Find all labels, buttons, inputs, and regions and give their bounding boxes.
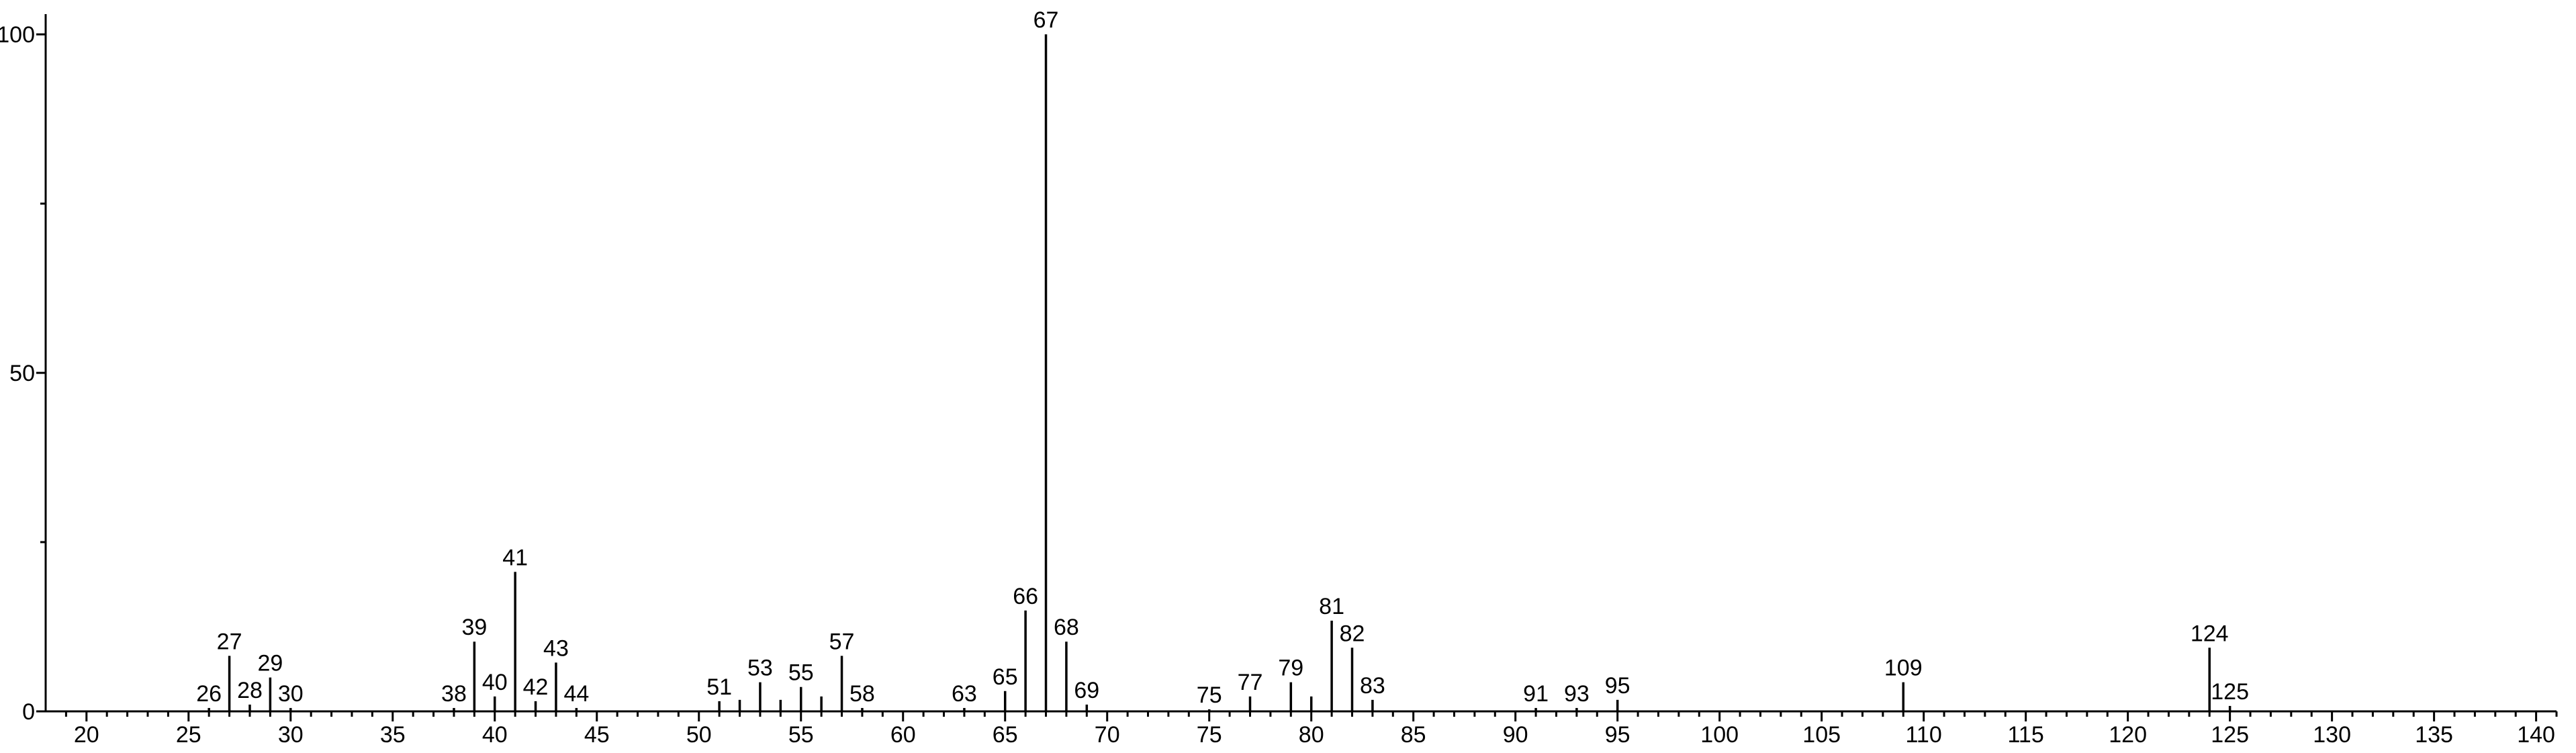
peak-label: 68	[1054, 615, 1079, 640]
x-tick-label: 70	[1095, 722, 1120, 748]
peak-label: 55	[788, 660, 814, 686]
peak-label: 93	[1564, 681, 1590, 707]
peak-label: 124	[2191, 621, 2229, 646]
x-tick-label: 105	[1802, 722, 1841, 748]
y-tick-label: 100	[0, 22, 35, 48]
x-tick-label: 25	[176, 722, 201, 748]
peak-label: 39	[461, 615, 487, 640]
x-tick-label: 135	[2415, 722, 2453, 748]
x-tick-label: 140	[2517, 722, 2555, 748]
peak-label: 58	[849, 681, 875, 707]
peak-label: 125	[2211, 679, 2249, 705]
x-tick-label: 55	[788, 722, 814, 748]
x-tick-label: 75	[1197, 722, 1222, 748]
peak-label: 40	[482, 670, 508, 695]
x-tick-label: 110	[1906, 722, 1942, 748]
x-tick-label: 65	[993, 722, 1018, 748]
x-tick-label: 100	[1700, 722, 1739, 748]
peak-label: 82	[1340, 621, 1365, 646]
x-tick-label: 95	[1605, 722, 1630, 748]
x-tick-label: 90	[1503, 722, 1528, 748]
x-tick-label: 20	[74, 722, 99, 748]
peak-label: 26	[196, 681, 222, 707]
x-tick-label: 60	[890, 722, 916, 748]
peak-label: 41	[502, 545, 528, 570]
peak-label: 66	[1013, 584, 1038, 609]
peak-label: 44	[563, 681, 589, 707]
peak-label: 91	[1523, 681, 1549, 707]
peak-label: 53	[747, 656, 773, 681]
peak-label: 29	[257, 651, 283, 676]
peak-label: 28	[237, 678, 263, 703]
y-tick-label: 50	[9, 361, 35, 386]
x-tick-label: 85	[1401, 722, 1426, 748]
peak-label: 79	[1278, 656, 1303, 681]
x-tick-label: 125	[2211, 722, 2249, 748]
peak-label: 75	[1197, 682, 1222, 708]
x-tick-label: 120	[2109, 722, 2147, 748]
peak-label: 65	[993, 664, 1018, 690]
peak-label: 38	[441, 681, 467, 707]
x-tick-label: 40	[482, 722, 508, 748]
peak-label: 63	[952, 681, 977, 707]
x-tick-label: 115	[2008, 722, 2044, 748]
x-tick-label: 45	[584, 722, 610, 748]
x-tick-label: 130	[2313, 722, 2351, 748]
peak-label: 67	[1033, 7, 1059, 33]
peak-label: 30	[278, 681, 304, 707]
peak-label: 77	[1238, 670, 1263, 695]
peak-label: 42	[523, 674, 549, 700]
x-tick-label: 80	[1299, 722, 1324, 748]
x-tick-label: 35	[380, 722, 406, 748]
y-tick-label: 0	[22, 699, 35, 725]
peak-label: 81	[1319, 594, 1344, 619]
x-tick-label: 50	[686, 722, 712, 748]
peak-label: 57	[829, 629, 855, 654]
x-tick-label: 30	[278, 722, 304, 748]
peak-label: 95	[1605, 673, 1630, 699]
peak-label: 43	[543, 635, 569, 661]
peak-label: 27	[217, 629, 242, 654]
peak-label: 109	[1884, 656, 1923, 681]
peak-label: 83	[1360, 673, 1385, 699]
peak-label: 69	[1074, 678, 1099, 703]
peak-label: 51	[706, 674, 732, 700]
